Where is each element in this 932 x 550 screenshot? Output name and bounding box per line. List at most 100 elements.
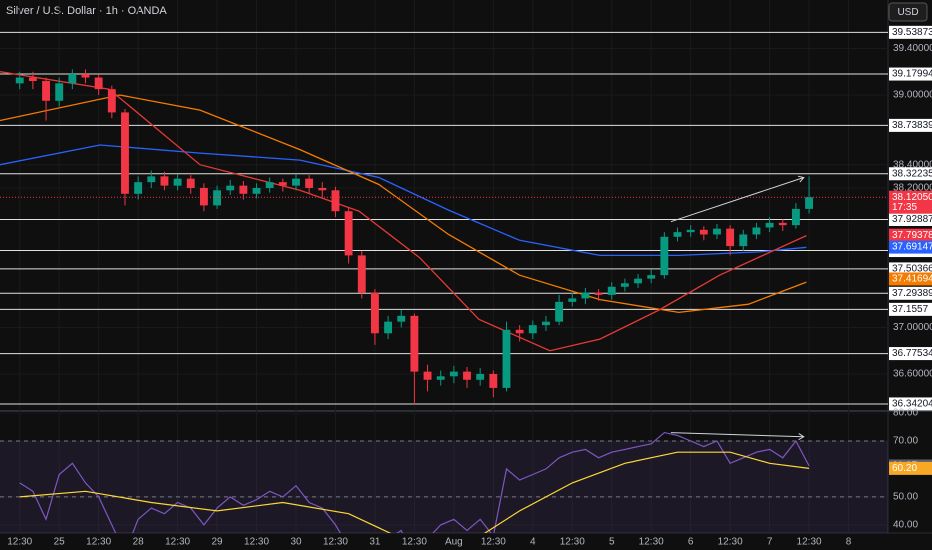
x-tick-label: 7 bbox=[767, 537, 773, 548]
candle-body bbox=[449, 371, 458, 377]
trendline-arrow bbox=[798, 433, 805, 441]
candle-body bbox=[42, 81, 50, 101]
candle-body bbox=[555, 301, 564, 322]
candle-body bbox=[528, 325, 537, 334]
level-label: 36.77534 bbox=[892, 348, 932, 359]
price-badge-label: 37.79378 bbox=[892, 230, 932, 241]
y-tick-label: 39.40000 bbox=[893, 43, 932, 54]
candle-body bbox=[476, 373, 485, 380]
rsi-line bbox=[19, 431, 810, 533]
trendline bbox=[670, 177, 804, 223]
y-tick-label: 70.00 bbox=[893, 436, 918, 447]
candle-body bbox=[239, 185, 248, 194]
x-tick-label: 25 bbox=[54, 537, 66, 548]
candle-body bbox=[436, 376, 445, 380]
candle-body bbox=[15, 77, 24, 84]
candle-body bbox=[542, 321, 550, 326]
candle-body bbox=[463, 371, 471, 380]
level-label: 36.34204 bbox=[892, 399, 932, 410]
x-tick-label: 12:30 bbox=[402, 537, 427, 548]
countdown-label: 17:35 bbox=[892, 202, 917, 213]
candle-body bbox=[634, 278, 642, 284]
level-label-box bbox=[889, 118, 932, 132]
candle-body bbox=[581, 292, 590, 299]
x-tick-label: 12:30 bbox=[797, 537, 822, 548]
level-label: 39.17994 bbox=[892, 69, 932, 80]
candle-body bbox=[147, 176, 156, 183]
candle-body bbox=[292, 178, 300, 186]
candle-body bbox=[423, 371, 432, 380]
x-tick-label: 12:30 bbox=[560, 537, 585, 548]
candle-body bbox=[778, 222, 787, 226]
candle-body bbox=[199, 187, 208, 206]
candle-body bbox=[607, 286, 616, 295]
moving-average bbox=[0, 94, 807, 314]
x-tick-label: 12:30 bbox=[323, 537, 348, 548]
level-label: 37.1557 bbox=[892, 304, 929, 315]
trendline bbox=[670, 432, 804, 438]
x-tick-label: 12:30 bbox=[165, 537, 190, 548]
candle-body bbox=[384, 321, 393, 334]
y-tick-label: 37.00000 bbox=[893, 322, 932, 333]
x-tick-label: 30 bbox=[290, 537, 302, 548]
level-label: 38.73839 bbox=[892, 120, 932, 131]
candle-body bbox=[252, 187, 261, 194]
candle-body bbox=[213, 190, 222, 206]
candle-body bbox=[94, 77, 103, 90]
price-badge bbox=[889, 190, 932, 214]
candle-body bbox=[370, 292, 379, 334]
trendline-arrow bbox=[797, 175, 805, 183]
level-label-box bbox=[889, 397, 932, 411]
price-badge-label: 60.20 bbox=[892, 463, 917, 474]
y-tick-label: 39.00000 bbox=[893, 90, 932, 101]
level-label-box bbox=[889, 302, 932, 316]
moving-average bbox=[0, 144, 807, 257]
currency-button[interactable] bbox=[888, 2, 928, 22]
x-tick-label: 4 bbox=[530, 537, 536, 548]
y-tick-label: 36.60000 bbox=[893, 369, 932, 380]
x-tick-label: 8 bbox=[846, 537, 852, 548]
rsi-line bbox=[19, 451, 810, 533]
candle-body bbox=[752, 227, 761, 235]
x-tick-label: 5 bbox=[609, 537, 615, 548]
level-label: 39.53873 bbox=[892, 27, 932, 38]
x-tick-label: 12:30 bbox=[718, 537, 743, 548]
level-label-box bbox=[889, 67, 932, 81]
x-tick-label: 12:30 bbox=[244, 537, 269, 548]
x-tick-label: Aug bbox=[445, 537, 463, 548]
candle-body bbox=[55, 83, 64, 101]
x-tick-label: 12:30 bbox=[86, 537, 111, 548]
candle-body bbox=[765, 222, 774, 228]
y-tick-label: 40.00 bbox=[893, 520, 918, 531]
candle-body bbox=[673, 232, 682, 237]
currency-label[interactable]: USD bbox=[897, 7, 918, 18]
price-badge bbox=[889, 272, 932, 286]
y-tick-label: 50.00 bbox=[893, 492, 918, 503]
candle-body bbox=[318, 187, 327, 191]
candle-body bbox=[713, 228, 721, 235]
level-label-box bbox=[889, 212, 932, 226]
x-tick-label: 6 bbox=[688, 537, 694, 548]
level-label: 37.92887 bbox=[892, 214, 932, 225]
price-badge-label: 37.69147 bbox=[892, 242, 932, 253]
x-tick-label: 12:30 bbox=[481, 537, 506, 548]
x-tick-label: 31 bbox=[369, 537, 381, 548]
candle-body bbox=[68, 74, 77, 84]
candle-body bbox=[660, 236, 669, 276]
chart-title: Silver / U.S. Dollar · 1h · OANDA bbox=[6, 5, 167, 17]
candle-body bbox=[331, 190, 340, 212]
candle-body bbox=[107, 89, 116, 113]
level-label: 38.32235 bbox=[892, 168, 932, 179]
level-label-box bbox=[889, 262, 932, 276]
candle-body bbox=[791, 208, 800, 226]
price-badge-label: 37.41694 bbox=[892, 274, 932, 285]
candle-body bbox=[410, 315, 419, 372]
candle-body bbox=[805, 197, 814, 209]
level-label-box bbox=[889, 286, 932, 300]
candle-body bbox=[515, 329, 524, 334]
y-tick-label: 38.20000 bbox=[893, 183, 932, 194]
candle-body bbox=[357, 255, 366, 293]
level-label: 37.50366 bbox=[892, 264, 932, 275]
candle-body bbox=[160, 176, 169, 186]
